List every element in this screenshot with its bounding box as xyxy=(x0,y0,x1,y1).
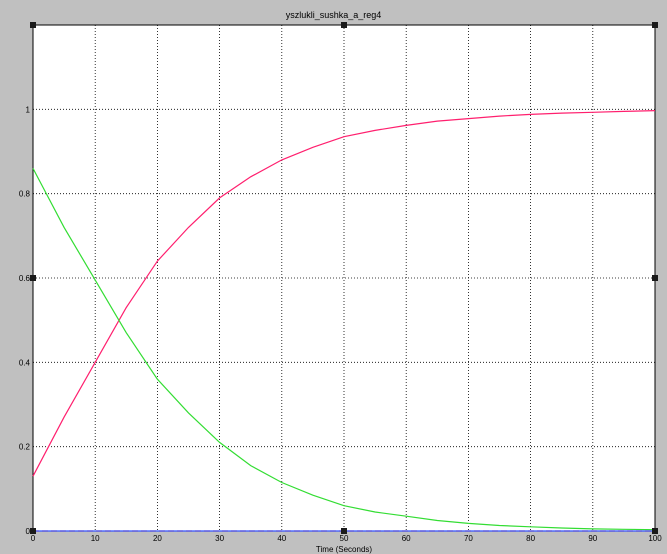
x-tick-label: 100 xyxy=(648,534,662,543)
frame-handle xyxy=(652,22,658,28)
x-tick-label: 40 xyxy=(277,534,286,543)
x-tick-label: 60 xyxy=(402,534,411,543)
frame-handle xyxy=(30,275,36,281)
frame-handle xyxy=(652,275,658,281)
frame-handle xyxy=(341,22,347,28)
frame-handle xyxy=(30,528,36,534)
series-line-2 xyxy=(32,168,656,531)
series-line-1 xyxy=(32,110,656,477)
y-tick-label: 0 xyxy=(26,527,31,536)
frame-handle xyxy=(652,528,658,534)
y-tick-label: 0.8 xyxy=(19,190,31,199)
x-tick-label: 20 xyxy=(153,534,162,543)
x-axis-title: Time (Seconds) xyxy=(316,545,373,554)
x-tick-label: 70 xyxy=(464,534,473,543)
y-tick-label: 0.6 xyxy=(19,274,31,283)
x-tick-label: 10 xyxy=(91,534,100,543)
x-tick-label: 0 xyxy=(31,534,36,543)
plot-title: yszlukli_sushka_a_reg4 xyxy=(285,10,382,20)
y-tick-label: 0.2 xyxy=(19,443,31,452)
x-tick-label: 30 xyxy=(215,534,224,543)
x-tick-label: 50 xyxy=(340,534,349,543)
y-tick-label: 0.4 xyxy=(19,358,31,367)
frame-handle xyxy=(341,528,347,534)
frame-handle xyxy=(30,22,36,28)
x-tick-label: 90 xyxy=(588,534,597,543)
y-tick-label: 1 xyxy=(26,105,31,114)
x-tick-label: 80 xyxy=(526,534,535,543)
